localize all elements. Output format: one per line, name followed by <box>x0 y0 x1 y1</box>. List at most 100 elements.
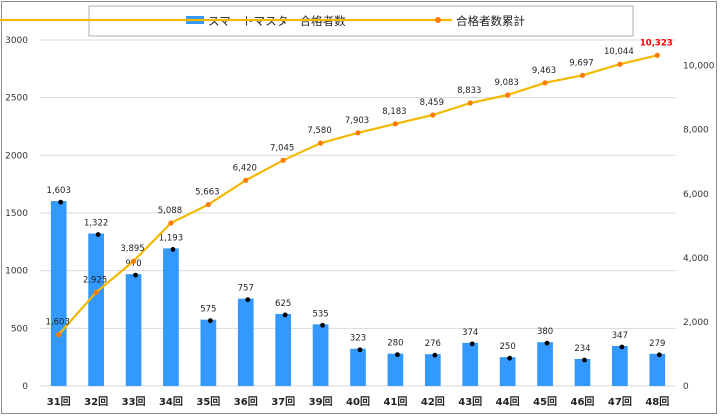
legend: スマートマスター合格者数 合格者数累計 <box>0 5 634 37</box>
left-tick-label: 1500 <box>5 209 28 219</box>
bar-marker <box>544 340 550 346</box>
bar-marker <box>320 322 325 328</box>
line-data-label: 9,083 <box>494 78 518 88</box>
right-tick-label: 4,000 <box>683 254 709 264</box>
legend-line-label: 合格者数累計 <box>456 14 525 28</box>
bar-marker <box>357 347 363 353</box>
category-label: 45回 <box>533 396 557 408</box>
right-tick-label: 0 <box>683 382 689 392</box>
bar-data-label: 575 <box>200 305 216 315</box>
bar-marker <box>133 272 138 278</box>
line-data-label: 3,895 <box>120 244 144 254</box>
category-label: 41回 <box>383 396 407 408</box>
bar-data-label: 1,193 <box>159 233 183 243</box>
line-data-label: 10,044 <box>604 47 634 57</box>
bar-data-label: 380 <box>537 327 553 337</box>
bar <box>537 342 553 386</box>
category-label: 35回 <box>196 396 220 408</box>
bar-data-label: 1,603 <box>47 186 71 196</box>
bar <box>424 354 441 386</box>
left-tick-label: 3000 <box>5 36 28 46</box>
line-point <box>93 289 99 295</box>
bar-marker <box>395 352 400 358</box>
bar-series: 1,603 1,322 970 1,193 575 757 625 535 323 280 276 3… <box>47 186 666 386</box>
right-tick-label: 2,000 <box>683 318 709 328</box>
bar-data-label: 234 <box>574 344 590 354</box>
bar-data-label: 374 <box>462 328 478 338</box>
bar-data-label: 250 <box>500 342 516 352</box>
left-tick-label: 1000 <box>5 267 28 277</box>
line-point <box>505 92 511 98</box>
category-label: 33回 <box>122 396 146 408</box>
category-label: 48回 <box>645 396 669 408</box>
line-point <box>392 121 399 127</box>
category-label: 34回 <box>159 396 183 408</box>
line-data-label: 8,833 <box>457 86 481 96</box>
line-data-label: 1,603 <box>46 318 70 328</box>
bar-marker <box>282 312 288 318</box>
bar <box>50 201 67 386</box>
bar-marker <box>656 352 662 358</box>
line-data-label: 5,088 <box>158 206 182 216</box>
line-point <box>130 258 137 264</box>
category-label: 32回 <box>84 396 108 408</box>
right-tick-label: 10,000 <box>683 62 715 72</box>
line-point <box>243 177 249 183</box>
bar-marker <box>245 297 251 303</box>
line-data-label: 6,420 <box>233 163 257 173</box>
category-label: 44回 <box>496 396 520 408</box>
bar-data-label: 279 <box>649 339 665 349</box>
left-tick-label: 2000 <box>5 151 28 161</box>
line-data-label: 9,463 <box>532 66 556 76</box>
category-label: 42回 <box>421 396 445 408</box>
legend-line-marker <box>435 17 441 23</box>
bar-data-label: 757 <box>238 284 254 294</box>
category-label: 47回 <box>608 396 632 408</box>
line-data-label: 8,183 <box>382 107 406 117</box>
line-data-label: 7,580 <box>307 126 331 136</box>
line-data-label: 9,697 <box>569 58 593 68</box>
left-axis-ticks: 0 500 1000 1500 2000 2500 3000 <box>5 36 28 392</box>
bar-marker <box>469 341 475 347</box>
bar-data-label: 535 <box>312 309 328 319</box>
bar <box>200 319 217 386</box>
bar-data-label: 625 <box>275 299 291 309</box>
bar <box>387 353 404 386</box>
line-point <box>654 52 660 58</box>
line-series: 1,603 2,925 3,895 5,088 5,663 6,420 7,045 7,580… <box>46 38 673 338</box>
bar <box>649 353 666 386</box>
bar-data-label: 347 <box>612 331 628 341</box>
bar-marker <box>207 318 213 324</box>
category-label: 43回 <box>458 396 482 408</box>
left-tick-label: 0 <box>22 382 28 392</box>
bar-marker <box>170 247 176 252</box>
line-point <box>467 100 473 106</box>
line-point <box>317 140 324 146</box>
bar-marker <box>507 355 513 361</box>
right-axis-ticks: 0 2,000 4,000 6,000 8,000 10,000 <box>683 62 715 392</box>
left-tick-label: 2500 <box>5 94 28 104</box>
line-data-label: 8,459 <box>420 98 444 108</box>
bar <box>462 342 479 386</box>
category-label: 36回 <box>234 396 258 408</box>
bar <box>125 274 142 386</box>
bar-data-label: 276 <box>425 339 441 349</box>
bar <box>237 298 254 386</box>
right-tick-label: 6,000 <box>683 190 709 200</box>
line-point <box>355 130 361 136</box>
bar <box>350 348 366 386</box>
bar <box>163 248 179 386</box>
bar-marker <box>582 357 587 363</box>
line-point <box>430 112 436 118</box>
bar-marker <box>619 344 625 350</box>
left-tick-label: 500 <box>11 324 28 334</box>
line-point <box>280 157 286 163</box>
line-data-label: 7,045 <box>270 143 294 153</box>
bar <box>275 313 292 386</box>
bar-data-label: 323 <box>350 334 366 344</box>
bar-data-label: 280 <box>387 339 403 349</box>
bar <box>88 233 104 386</box>
category-label: 31回 <box>47 396 71 408</box>
grid-lines <box>40 39 676 387</box>
